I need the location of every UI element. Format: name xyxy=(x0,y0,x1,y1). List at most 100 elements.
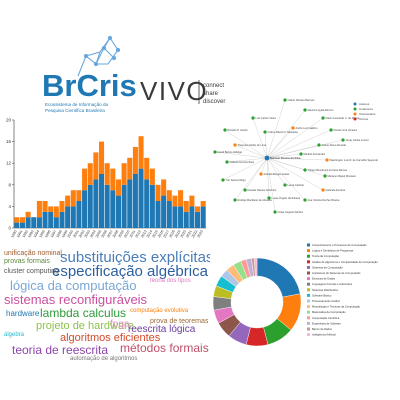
brand-svg: BrCris Ecossistema de Informação da Pesq… xyxy=(42,35,225,113)
graph-node[interactable] xyxy=(267,196,271,200)
bar-series-2 xyxy=(178,190,184,207)
vivo-tagline-connect: connect xyxy=(203,83,224,89)
graph-node[interactable] xyxy=(243,188,247,192)
graph-node-label: Carlos Alberto F. Mesquita xyxy=(268,130,299,134)
cloud-word[interactable]: automação de algoritmos xyxy=(70,356,138,362)
graph-node[interactable] xyxy=(317,143,321,147)
vivo-tagline-discover: discover xyxy=(203,99,225,105)
cloud-word[interactable]: cluster computing xyxy=(4,268,59,275)
cloud-word[interactable]: computação evolutiva xyxy=(130,308,189,314)
bar-series-1 xyxy=(104,184,110,228)
graph-node[interactable] xyxy=(233,143,237,147)
x-tick-label: 2009 xyxy=(118,230,125,239)
graph-node[interactable] xyxy=(329,128,333,132)
brcris-subtitle-2: Pesquisa Científica Brasileira xyxy=(45,108,105,113)
graph-node[interactable] xyxy=(299,152,303,156)
graph-node[interactable] xyxy=(321,188,325,192)
cloud-word[interactable]: prova de teoremas xyxy=(150,318,209,325)
cloud-word[interactable]: substituições explícitas xyxy=(60,249,210,266)
x-tick-label: 2019 xyxy=(174,230,181,239)
graph-node[interactable] xyxy=(283,98,287,102)
graph-node[interactable] xyxy=(291,126,295,130)
x-tick-label: 2018 xyxy=(168,230,175,239)
graph-legend-swatch xyxy=(353,117,357,121)
cloud-word[interactable]: fpga xyxy=(110,319,130,330)
donut-legend-label: Computação Científica xyxy=(312,316,340,320)
donut-legend-label: Inteligência Artificial xyxy=(312,333,336,337)
cloud-word[interactable]: algoritmos eficientes xyxy=(60,332,161,344)
y-tick-label: 12 xyxy=(6,161,12,166)
bar-series-2 xyxy=(59,201,65,212)
donut-legend-label: Teoria da Computação xyxy=(312,254,340,258)
cloud-word[interactable]: teoria dos tipos xyxy=(150,278,191,284)
donut-slice[interactable] xyxy=(256,257,301,298)
donut-legend-swatch xyxy=(307,310,310,314)
graph-node-label: André Luiz Galdino xyxy=(296,126,319,130)
graph-node-label: Washington Luís R. de Carvalho Segundo xyxy=(330,158,379,162)
bar-series-2 xyxy=(99,141,105,174)
graph-node[interactable] xyxy=(259,172,263,176)
graph-node[interactable] xyxy=(303,168,307,172)
donut-legend-swatch xyxy=(307,299,310,303)
cloud-word[interactable]: unificação nominal xyxy=(4,250,62,257)
cloud-word[interactable]: lambda calculus xyxy=(40,306,127,320)
x-tick-label: 1993 xyxy=(27,230,34,239)
bar-series-1 xyxy=(155,201,161,228)
cloud-word[interactable]: provas formais xyxy=(4,258,50,265)
cloud-word[interactable]: teoria de reescrita xyxy=(12,343,109,357)
cloud-word[interactable]: sistemas reconfiguráveis xyxy=(4,292,148,307)
x-tick-label: 1997 xyxy=(50,230,57,239)
graph-edge xyxy=(244,157,268,191)
bar-series-2 xyxy=(132,147,138,174)
donut-legend-label: Arquitetura de Sistemas de Computação xyxy=(312,271,361,275)
cloud-word[interactable]: hardware xyxy=(6,309,40,318)
graph-node[interactable] xyxy=(273,210,277,214)
graph-legend-label: Orientandos xyxy=(359,112,376,116)
bar-series-2 xyxy=(200,201,206,207)
x-tick-label: 1994 xyxy=(33,230,40,239)
bar-series-2 xyxy=(189,195,195,207)
donut-legend-swatch xyxy=(307,260,310,264)
graph-node[interactable] xyxy=(341,138,345,142)
graph-node-label: César Augusto Muñoz xyxy=(278,210,304,214)
research-area-donut: Comportamento e Processos de Computação L… xyxy=(205,232,400,372)
graph-node[interactable] xyxy=(221,178,225,182)
graph-node[interactable] xyxy=(263,130,267,134)
graph-node[interactable] xyxy=(303,108,307,112)
bar-series-1 xyxy=(42,211,48,228)
cloud-word[interactable]: projeto de hardware xyxy=(36,320,134,332)
bar-series-1 xyxy=(183,211,189,228)
cloud-word[interactable]: lógica da computação xyxy=(10,278,137,293)
y-tick-label: 20 xyxy=(6,118,12,123)
graph-node[interactable] xyxy=(223,128,227,132)
graph-node[interactable] xyxy=(303,198,307,202)
x-tick-label: 2013 xyxy=(140,230,147,239)
donut-legend-label: Sistemas Distribuídos xyxy=(312,288,339,292)
graph-node[interactable] xyxy=(325,158,329,162)
graph-node[interactable] xyxy=(213,150,217,154)
y-tick-label: 8 xyxy=(8,182,11,187)
graph-center-node[interactable] xyxy=(264,155,270,161)
donut-legend-swatch xyxy=(307,249,310,253)
bar-series-1 xyxy=(82,190,88,228)
bar-series-2 xyxy=(183,201,189,212)
cloud-word[interactable]: especificação algébrica xyxy=(52,263,208,280)
donut-slice[interactable] xyxy=(254,257,258,277)
graph-node[interactable] xyxy=(323,174,327,178)
x-tick-label: 2007 xyxy=(106,230,113,239)
graph-edge xyxy=(266,99,286,159)
graph-node[interactable] xyxy=(321,116,325,120)
bar-series-1 xyxy=(53,217,59,228)
graph-node[interactable] xyxy=(233,198,237,202)
cloud-word[interactable]: reescrita lógica xyxy=(128,324,196,335)
cloud-word[interactable]: álgebra xyxy=(4,332,25,338)
cloud-word[interactable]: métodos formais xyxy=(120,341,209,355)
graph-node-label: Ariane Alves Almeida xyxy=(322,143,347,147)
graph-edge xyxy=(266,157,276,213)
bar-series-1 xyxy=(161,195,167,228)
graph-node[interactable] xyxy=(283,183,287,187)
graph-node[interactable] xyxy=(225,160,229,164)
bar-series-2 xyxy=(155,184,161,201)
graph-node[interactable] xyxy=(251,116,255,120)
bar-chart-svg: 0481216201990199119921993199419951996199… xyxy=(6,118,206,239)
